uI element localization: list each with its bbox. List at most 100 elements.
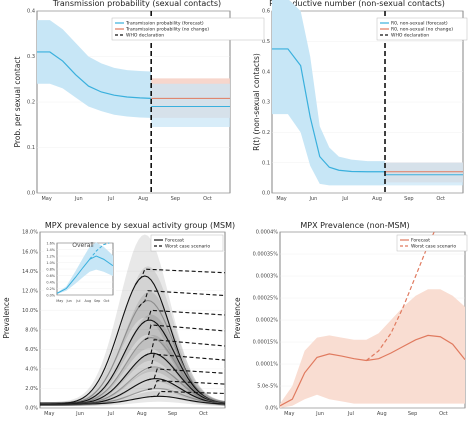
tr-legend-box (376, 17, 468, 41)
br-xtick: May (284, 411, 294, 417)
br-ytick: 0.0001% (256, 362, 278, 368)
tl-legend-who: WHO declaration (126, 33, 164, 39)
br-ytick: 0.0% (265, 406, 278, 412)
inset-forecast-line (56, 255, 114, 294)
tr-legend-nochange: R0, non-sexual (no change) (391, 27, 453, 33)
tr-ytick: 0.4 (262, 69, 270, 75)
tr-ylabel: R(t) (non-sexual contacts) (252, 53, 261, 151)
bl-ytick: 10.0% (22, 308, 38, 314)
inset-ytick: 1.0% (46, 261, 55, 265)
tr-forecast-cont-band (385, 162, 463, 186)
inset-worst-line (89, 242, 110, 260)
tr-xtick: Jul (341, 196, 348, 202)
tl-xtick: Sep (171, 196, 180, 202)
tr-forecast-band (272, 0, 386, 186)
inset-xtick: May (56, 299, 63, 303)
br-xtick: Jul (347, 411, 354, 417)
bl-group-forecast (40, 395, 226, 405)
inset-xtick: Aug (84, 299, 91, 303)
bl-ytick: 0.0% (25, 406, 38, 412)
bl-group-worst (135, 268, 226, 285)
br-xtick: Sep (408, 411, 417, 417)
bl-group-worst (141, 309, 226, 325)
inset-xtick: Sep (94, 299, 100, 303)
tr-ytick: 0.3 (262, 100, 270, 106)
tl-ytick: 0.2 (27, 100, 35, 106)
tr-ytick: 0.6 (262, 9, 270, 15)
tl-ytick: 0.1 (27, 145, 35, 151)
tl-legend-nochange: Transmission probability (no change) (125, 27, 209, 33)
inset-ytick: 0.6% (46, 274, 55, 278)
bl-xtick: Sep (168, 411, 177, 417)
bl-legend-worst: Worst case scenario (165, 244, 210, 250)
tl-legend-forecast: Transmission probability (forecast) (125, 21, 204, 27)
inset-ytick: 0.0% (46, 294, 55, 298)
bl-xtick: Oct (199, 411, 208, 417)
bl-group-worst (147, 353, 226, 369)
bl-group-band (40, 291, 225, 407)
bl-xtick: Jul (107, 411, 114, 417)
br-legend-box (396, 234, 468, 252)
br-title: MPX Prevalence (non-MSM) (300, 221, 409, 230)
br-legend-forecast: Forecast (411, 238, 430, 244)
tr-plot: 0.0 0.1 0.2 0.3 0.4 0.5 0.6 May Jun Jul Aug Sep Oct (262, 0, 464, 202)
bl-ytick: 14.0% (22, 269, 38, 275)
bl-title: MPX prevalence by sexual activity group … (45, 221, 235, 230)
tl-xtick: Aug (138, 196, 148, 202)
tl-forecast-band (37, 20, 152, 118)
tr-xtick: Jun (308, 196, 317, 202)
tl-plot: 0.0 0.1 0.2 0.3 0.4 May Jun Jul Aug Sep Oct (27, 9, 231, 202)
br-xtick: Jun (315, 411, 324, 417)
br-ytick: 0.0003% (256, 274, 278, 280)
tr-legend: R0, non-sexual (forecast) R0, non-sexual… (376, 17, 468, 41)
br-ytick: 5.0e-5% (257, 384, 278, 390)
bl-ytick: 4.0% (25, 367, 38, 373)
bl-group-band (40, 314, 225, 407)
br-ytick: 0.00015% (253, 340, 279, 346)
tr-ytick: 0.0 (262, 191, 270, 197)
br-legend: Forecast Worst case scenario (396, 234, 468, 252)
br-xtick: Oct (439, 411, 448, 417)
tl-legend-box (111, 17, 265, 41)
br-ytick: 0.00025% (253, 296, 279, 302)
bl-ytick: 18.0% (22, 230, 38, 236)
bl-group-worst (144, 339, 226, 357)
bl-ytick: 12.0% (22, 288, 38, 294)
tr-xtick: Oct (436, 196, 445, 202)
bl-xtick: May (44, 411, 54, 417)
bl-ytick: 8.0% (25, 327, 38, 333)
tr-forecast-line (272, 48, 386, 173)
tr-ytick: 0.5 (262, 39, 270, 45)
tl-forecast-line (37, 51, 152, 99)
bl-xtick: Jun (75, 411, 84, 417)
tl-forecast-cont-band (151, 83, 230, 128)
inset-ytick: 0.4% (46, 281, 55, 285)
br-legend-worst: Worst case scenario (411, 244, 456, 250)
tl-legend: Transmission probability (forecast) Tran… (111, 17, 265, 41)
bl-ylabel: Prevalence (2, 297, 11, 339)
tr-legend-who: WHO declaration (391, 33, 429, 39)
tl-ytick: 0.0 (27, 191, 35, 197)
tr-xtick: May (276, 196, 286, 202)
br-ytick: 0.0002% (256, 318, 278, 324)
inset-xtick: Oct (104, 299, 111, 303)
bl-group-band (40, 380, 225, 407)
br-forecast-band (280, 289, 465, 408)
tl-xtick: May (41, 196, 51, 202)
bl-ytick: 16.0% (22, 249, 38, 255)
tl-ylabel: Prob. per sexual contact (13, 56, 22, 147)
inset-title: Overall (72, 242, 94, 249)
tl-title: Transmission probability (sexual contact… (52, 0, 221, 8)
tr-xtick: Sep (404, 196, 413, 202)
bl-group-band (40, 390, 225, 407)
inset-xtick: Jun (65, 299, 71, 303)
tr-title: Reproductive number (non-sexual contacts… (269, 0, 445, 8)
tl-xtick: Jul (107, 196, 114, 202)
bl-ytick: 6.0% (25, 347, 38, 353)
bl-group-band (40, 334, 225, 407)
bl-legend-box (150, 234, 224, 252)
tr-ytick: 0.2 (262, 130, 270, 136)
bl-group-band (40, 352, 225, 407)
bl-inset: 0.0%0.2%0.4%0.6%0.8%1.0%1.2%1.4%1.6%May J… (44, 237, 116, 303)
br-ytick: 0.00035% (253, 252, 279, 258)
